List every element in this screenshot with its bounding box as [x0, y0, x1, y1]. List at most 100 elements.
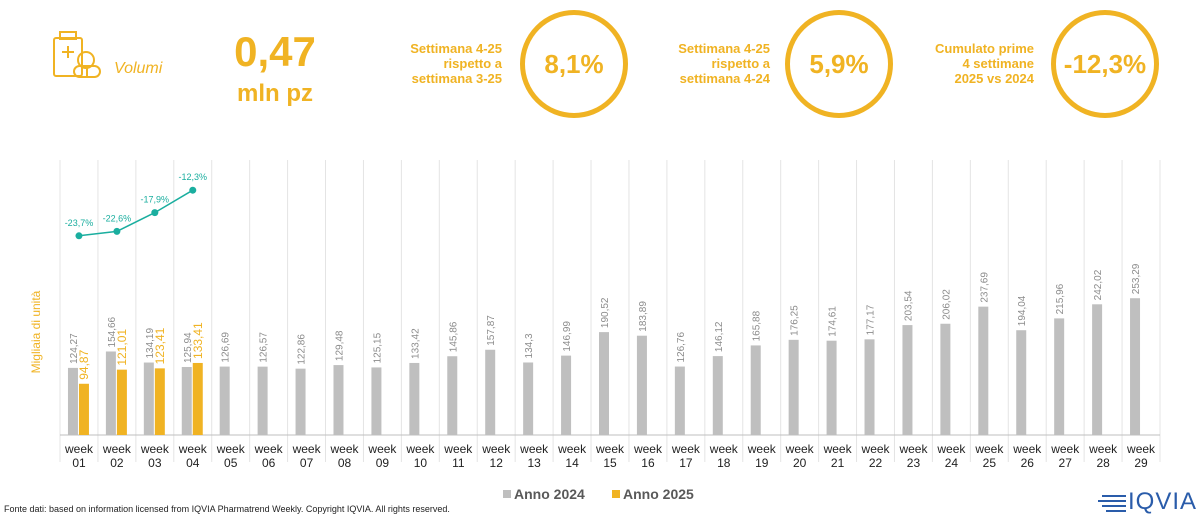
bar	[940, 323, 951, 435]
kpi-caption-line: rispetto a	[443, 56, 502, 71]
x-tick-label: week 08	[330, 442, 359, 470]
value-label: 133,41	[191, 322, 205, 359]
x-tick-label: week 17	[671, 442, 700, 470]
bar	[1092, 304, 1103, 435]
bar	[826, 340, 837, 435]
x-tick-label: week 07	[292, 442, 321, 470]
x-tick-label: week 27	[1051, 442, 1080, 470]
kpi-caption: Cumulato prime 4 settimane 2025 vs 2024	[894, 41, 1034, 86]
bar	[788, 339, 799, 435]
legend-swatch	[612, 490, 620, 498]
logo: IQVIA	[1128, 488, 1198, 515]
value-label: 174,61	[828, 306, 839, 337]
value-label: 253,29	[1131, 263, 1142, 294]
x-tick-label: week 25	[975, 442, 1004, 470]
value-label: 126,69	[221, 332, 232, 363]
value-label: 176,25	[790, 305, 801, 336]
bar	[636, 335, 647, 435]
kpi-value: 0,47	[234, 28, 316, 75]
value-label: 145,86	[448, 321, 459, 352]
x-tick-label: week 02	[102, 442, 131, 470]
value-label: 190,52	[600, 297, 611, 328]
bar	[143, 362, 154, 435]
kpi-circle: 5,9%	[785, 10, 893, 118]
x-tick-label: week 23	[899, 442, 928, 470]
value-label: 126,76	[676, 332, 687, 363]
line-label: -17,9%	[141, 195, 170, 205]
value-label: 126,57	[259, 332, 270, 363]
bar	[1054, 318, 1065, 435]
x-tick-label: week 24	[937, 442, 966, 470]
kpi-caption: Settimana 4-25 rispetto a settimana 4-24	[630, 41, 770, 86]
value-label: 146,99	[562, 321, 573, 352]
x-tick-label: week 18	[709, 442, 738, 470]
kpi-caption-line: 2025 vs 2024	[954, 71, 1034, 86]
line-point	[75, 232, 83, 240]
x-tick-label: week 10	[406, 442, 435, 470]
bar	[712, 356, 723, 435]
value-label: 125,94	[183, 332, 194, 363]
bar	[485, 349, 496, 435]
x-tick-label: week 16	[633, 442, 662, 470]
bar	[116, 369, 127, 435]
value-label: 237,69	[979, 272, 990, 303]
value-label: 129,48	[334, 330, 345, 361]
bar	[1130, 298, 1141, 435]
kpi-label: Volumi	[114, 60, 163, 77]
bar	[371, 367, 382, 435]
bar	[750, 345, 761, 435]
value-label: 125,15	[372, 332, 383, 363]
bar	[523, 362, 534, 435]
x-tick-label: week 14	[558, 442, 587, 470]
value-label: 206,02	[941, 289, 952, 320]
x-tick-label: week 15	[596, 442, 625, 470]
bar	[561, 355, 572, 435]
x-tick-label: week 19	[747, 442, 776, 470]
x-tick-label: week 09	[368, 442, 397, 470]
x-tick-label: week 03	[140, 442, 169, 470]
bar	[192, 362, 203, 435]
x-tick-label: week 06	[254, 442, 283, 470]
x-tick-label: week 29	[1127, 442, 1156, 470]
kpi-caption-line: Settimana 4-25	[678, 41, 770, 56]
kpi-circle: -12,3%	[1051, 10, 1159, 118]
x-tick-label: week 12	[482, 442, 511, 470]
value-label: 121,01	[115, 329, 129, 366]
x-tick-label: week 11	[444, 442, 473, 470]
value-label: 157,87	[486, 315, 497, 346]
kpi-caption: Settimana 4-25 rispetto a settimana 3-25	[362, 41, 502, 86]
value-label: 215,96	[1055, 283, 1066, 314]
line-point	[189, 186, 197, 194]
value-label: 146,12	[714, 321, 725, 352]
bar	[978, 306, 989, 435]
bar	[1016, 330, 1027, 435]
kpi-unit: mln pz	[237, 80, 313, 107]
value-label: 134,19	[145, 328, 156, 359]
x-tick-label: week 21	[823, 442, 852, 470]
legend-label: Anno 2025	[623, 486, 694, 502]
value-label: 154,66	[107, 316, 118, 347]
x-tick-label: week 05	[216, 442, 245, 470]
value-label: 134,3	[524, 333, 535, 358]
bar	[154, 368, 165, 435]
value-label: 133,42	[410, 328, 421, 359]
kpi-circle: 8,1%	[520, 10, 628, 118]
legend-swatch	[503, 490, 511, 498]
bar	[902, 325, 913, 435]
x-tick-label: week 04	[178, 442, 207, 470]
bar	[864, 339, 875, 435]
x-tick-label: week 22	[861, 442, 890, 470]
kpi-caption-line: rispetto a	[711, 56, 770, 71]
value-label: 177,17	[866, 304, 877, 335]
bar	[333, 365, 344, 435]
x-tick-label: week 28	[1089, 442, 1118, 470]
icon	[53, 31, 101, 78]
value-label: 123,41	[153, 327, 167, 364]
value-label: 203,54	[903, 290, 914, 321]
kpi-caption-line: Cumulato prime	[935, 41, 1034, 56]
line-label: -23,7%	[65, 218, 94, 228]
bar	[67, 367, 78, 435]
bar	[181, 366, 192, 435]
